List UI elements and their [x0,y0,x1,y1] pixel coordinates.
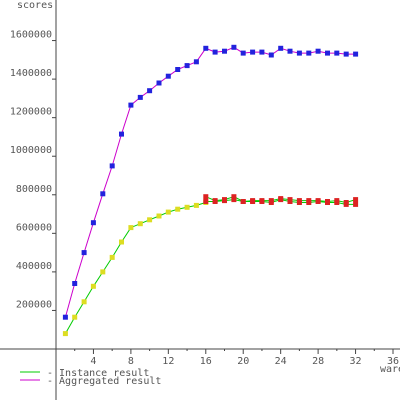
y-tick-label: 400000 [16,261,52,272]
legend-label-instance: - Instance result [47,368,149,379]
data-point [334,50,340,56]
x-tick-label: 12 [162,356,174,367]
data-point [240,50,246,56]
data-point [203,45,209,51]
y-tick-label: 200000 [16,299,52,310]
data-point [147,88,153,94]
data-point [81,299,87,305]
data-point [147,217,153,223]
data-point [250,49,256,55]
data-point [343,201,349,207]
data-point [175,67,181,72]
data-point [222,198,227,204]
data-point [240,199,246,204]
data-point [203,194,209,200]
series-line-1 [64,202,206,334]
y-axis-title: scores [17,0,53,11]
data-point [306,50,312,56]
data-point [193,59,199,65]
data-point [156,80,162,86]
data-point [353,51,359,57]
data-point [90,283,96,289]
data-point [231,197,237,203]
x-tick-label: 8 [128,356,134,367]
legend-label-aggregated: - Aggregated result [47,376,161,387]
data-point [100,269,106,275]
data-point [343,51,349,57]
data-point [268,200,274,205]
x-tick-label: 4 [90,356,96,367]
data-point [72,314,78,320]
data-point [193,202,199,208]
y-tick-label: 1600000 [10,30,52,41]
data-point [62,314,68,320]
series-line-0 [64,46,356,318]
data-point [175,206,181,212]
data-point [128,225,134,231]
data-point [278,197,284,203]
series-lines [64,46,356,334]
data-point [296,50,302,56]
data-point [353,197,359,203]
data-point [165,73,171,79]
x-tick-label: 20 [237,356,249,367]
data-point [250,199,256,204]
y-tick-label: 1200000 [10,107,52,118]
x-tick-label: 32 [350,356,362,367]
data-point [62,331,68,337]
data-point [119,239,124,245]
data-point [212,199,218,204]
y-tick-label: 600000 [16,222,52,233]
x-tick-label: 16 [200,356,212,367]
data-point [184,63,190,69]
data-point [90,220,96,226]
data-point [315,48,321,54]
data-point [278,45,284,51]
data-point [184,204,190,210]
data-point [325,200,330,205]
x-tick-label: 36 [387,356,399,367]
data-point [231,194,237,200]
data-point [81,250,87,256]
y-tick-label: 800000 [16,184,52,195]
data-point [72,281,78,286]
data-point [212,49,218,55]
data-point [306,200,312,205]
data-point [137,94,143,100]
data-point [296,200,302,205]
x-axis-title: ware [380,364,400,375]
data-point [128,102,134,108]
data-point [137,221,143,227]
legend: - Instance result - Aggregated result [20,368,161,387]
x-tick-label: 28 [312,356,324,367]
data-point [119,131,124,137]
data-point [353,201,359,207]
x-tick-label: 24 [275,356,287,367]
data-point [231,44,237,50]
data-point [100,191,106,197]
data-point [268,52,274,58]
y-tick-label: 1000000 [10,145,52,156]
tick-marks [52,40,394,354]
data-point [315,199,321,204]
data-point [222,48,227,54]
y-tick-label: 1400000 [10,68,52,79]
data-point [334,200,340,205]
data-point [156,213,162,219]
data-point [259,49,265,55]
data-point [165,209,171,215]
data-point [325,50,330,56]
data-point [287,48,293,54]
data-point [203,199,209,204]
data-point [287,199,293,204]
series-points [62,44,359,337]
data-point [259,199,265,204]
data-point [109,163,115,169]
tick-labels: 200000 400000 600000 800000 1000000 1200000 14… [10,30,399,367]
data-point [109,254,115,260]
